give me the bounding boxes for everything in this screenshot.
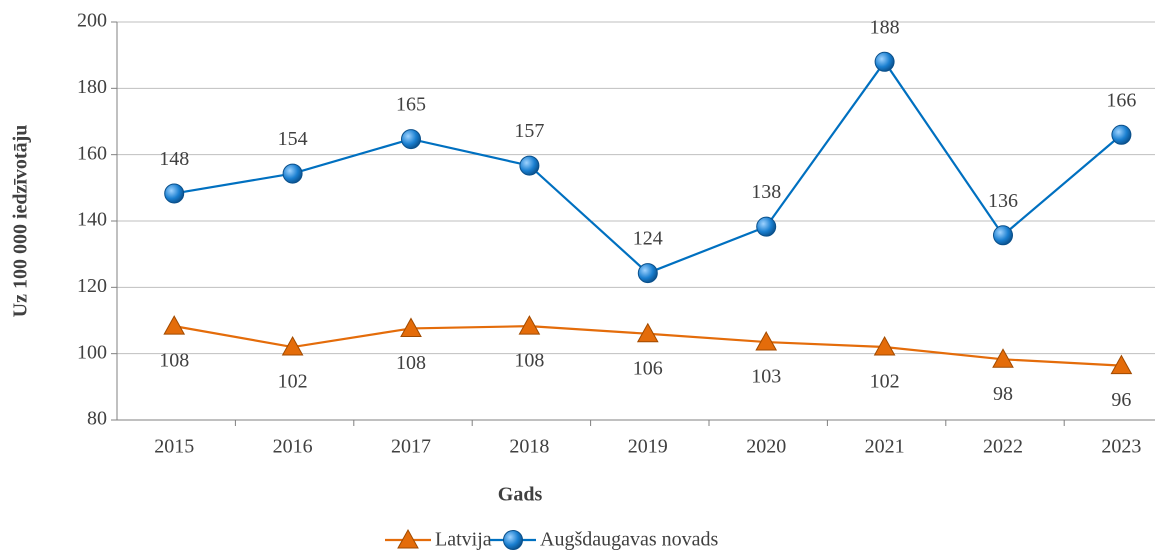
legend-label: Augšdaugavas novads [540,529,719,551]
marker [992,348,1014,368]
data-label: 138 [751,181,781,203]
data-label: 102 [278,371,308,393]
y-tick-label: 80 [87,408,107,430]
y-tick-label: 200 [77,10,107,32]
y-tick-label: 100 [77,341,107,363]
data-label: 108 [514,350,544,372]
marker [636,322,659,343]
data-label: 106 [633,357,663,379]
x-tick-label: 2022 [983,436,1023,458]
marker [400,317,422,337]
marker [993,225,1013,246]
data-label: 188 [870,16,900,38]
marker [873,336,896,356]
legend-marker [397,528,419,549]
y-axis-title: Uz 100 000 iedzīvotāju [10,125,32,318]
data-label: 102 [870,371,900,393]
data-label: 136 [988,190,1018,212]
legend-marker [503,530,523,550]
data-label: 108 [159,350,189,372]
x-tick-label: 2015 [154,436,194,458]
x-tick-label: 2021 [865,436,905,458]
x-tick-label: 2023 [1101,436,1141,458]
x-tick-label: 2016 [273,436,313,458]
x-tick-label: 2019 [628,436,668,458]
x-tick-label: 2018 [509,436,549,458]
y-tick-label: 140 [77,209,107,231]
data-label: 148 [159,148,189,170]
data-label: 103 [751,366,781,388]
data-label: 154 [278,128,308,150]
marker [756,216,777,237]
marker [401,129,421,150]
data-label: 157 [514,120,544,142]
marker [281,336,304,356]
data-label: 124 [633,228,663,250]
marker [163,315,186,335]
y-tick-label: 180 [77,76,107,98]
x-tick-label: 2020 [746,436,786,458]
legend-label: Latvija [435,529,492,551]
data-label: 96 [1111,389,1131,411]
data-label: 98 [993,383,1013,405]
x-tick-label: 2017 [391,436,431,458]
data-label: 166 [1106,89,1136,111]
marker [637,263,658,284]
marker [282,163,303,184]
marker [519,155,540,176]
marker [1111,124,1132,145]
marker [1110,354,1133,375]
x-axis-title: Gads [498,484,543,506]
marker [518,315,541,335]
y-tick-label: 160 [77,142,107,164]
marker [755,331,778,351]
marker [874,51,895,72]
y-tick-label: 120 [77,275,107,297]
data-label: 108 [396,352,426,374]
marker [164,183,185,204]
data-label: 165 [396,94,426,116]
